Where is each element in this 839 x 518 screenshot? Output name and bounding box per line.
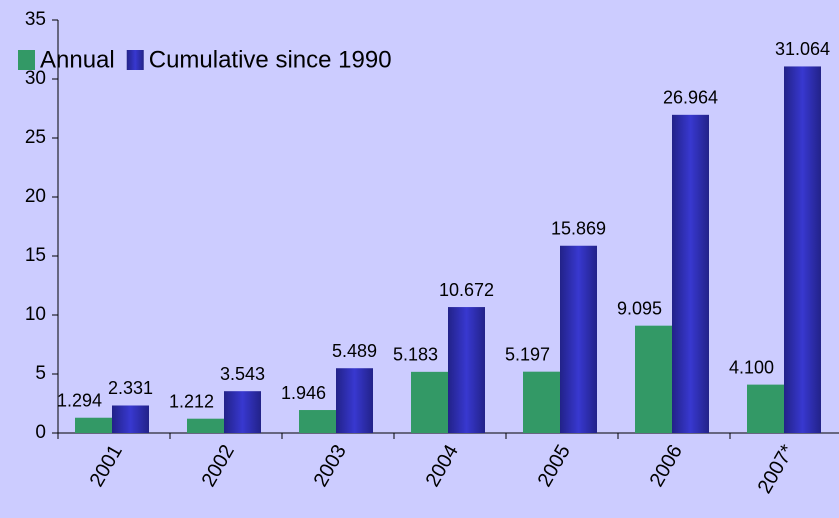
y-tick-label: 30 bbox=[25, 68, 46, 89]
value-label: 2.331 bbox=[108, 378, 153, 398]
legend-label: Cumulative since 1990 bbox=[149, 46, 392, 73]
y-tick-label: 0 bbox=[35, 422, 46, 443]
y-tick-label: 35 bbox=[25, 9, 46, 30]
value-label: 9.095 bbox=[617, 298, 662, 318]
bar bbox=[112, 405, 149, 433]
y-tick-label: 10 bbox=[25, 304, 46, 325]
x-tick-label: 2006 bbox=[646, 441, 687, 491]
bar bbox=[75, 417, 112, 433]
value-label: 3.543 bbox=[220, 364, 265, 384]
x-tick-label: 2005 bbox=[534, 441, 575, 491]
bar bbox=[299, 410, 336, 433]
value-label: 26.964 bbox=[663, 88, 718, 108]
bar bbox=[187, 418, 224, 433]
legend-swatch bbox=[126, 50, 144, 70]
x-tick-label: 2002 bbox=[198, 441, 239, 491]
bar bbox=[224, 391, 261, 433]
value-label: 1.212 bbox=[169, 391, 214, 411]
x-tick-label: 2003 bbox=[310, 441, 351, 491]
legend-swatch bbox=[18, 50, 35, 70]
y-tick-label: 15 bbox=[25, 245, 46, 266]
value-label: 5.197 bbox=[505, 344, 550, 364]
bar bbox=[672, 114, 709, 433]
bar bbox=[635, 325, 672, 433]
y-tick-label: 5 bbox=[35, 363, 46, 384]
legend-label: Annual bbox=[40, 46, 115, 73]
bar bbox=[747, 384, 784, 433]
value-label: 15.869 bbox=[551, 218, 606, 238]
bar bbox=[784, 66, 821, 434]
y-tick-label: 25 bbox=[25, 127, 46, 148]
value-label: 1.946 bbox=[281, 383, 326, 403]
bar bbox=[448, 307, 485, 433]
value-label: 31.064 bbox=[775, 39, 830, 59]
value-label: 10.672 bbox=[439, 280, 494, 300]
x-tick-label: 2001 bbox=[86, 441, 127, 491]
value-label: 5.183 bbox=[393, 345, 438, 365]
x-tick-label: 2007* bbox=[754, 441, 799, 497]
bar bbox=[560, 245, 597, 433]
bar bbox=[523, 371, 560, 433]
y-tick-label: 20 bbox=[25, 186, 46, 207]
x-tick-label: 2004 bbox=[422, 441, 463, 491]
value-label: 4.100 bbox=[729, 357, 774, 377]
bar bbox=[411, 371, 448, 433]
value-label: 5.489 bbox=[332, 341, 377, 361]
bar bbox=[336, 368, 373, 433]
value-label: 1.294 bbox=[57, 390, 102, 410]
